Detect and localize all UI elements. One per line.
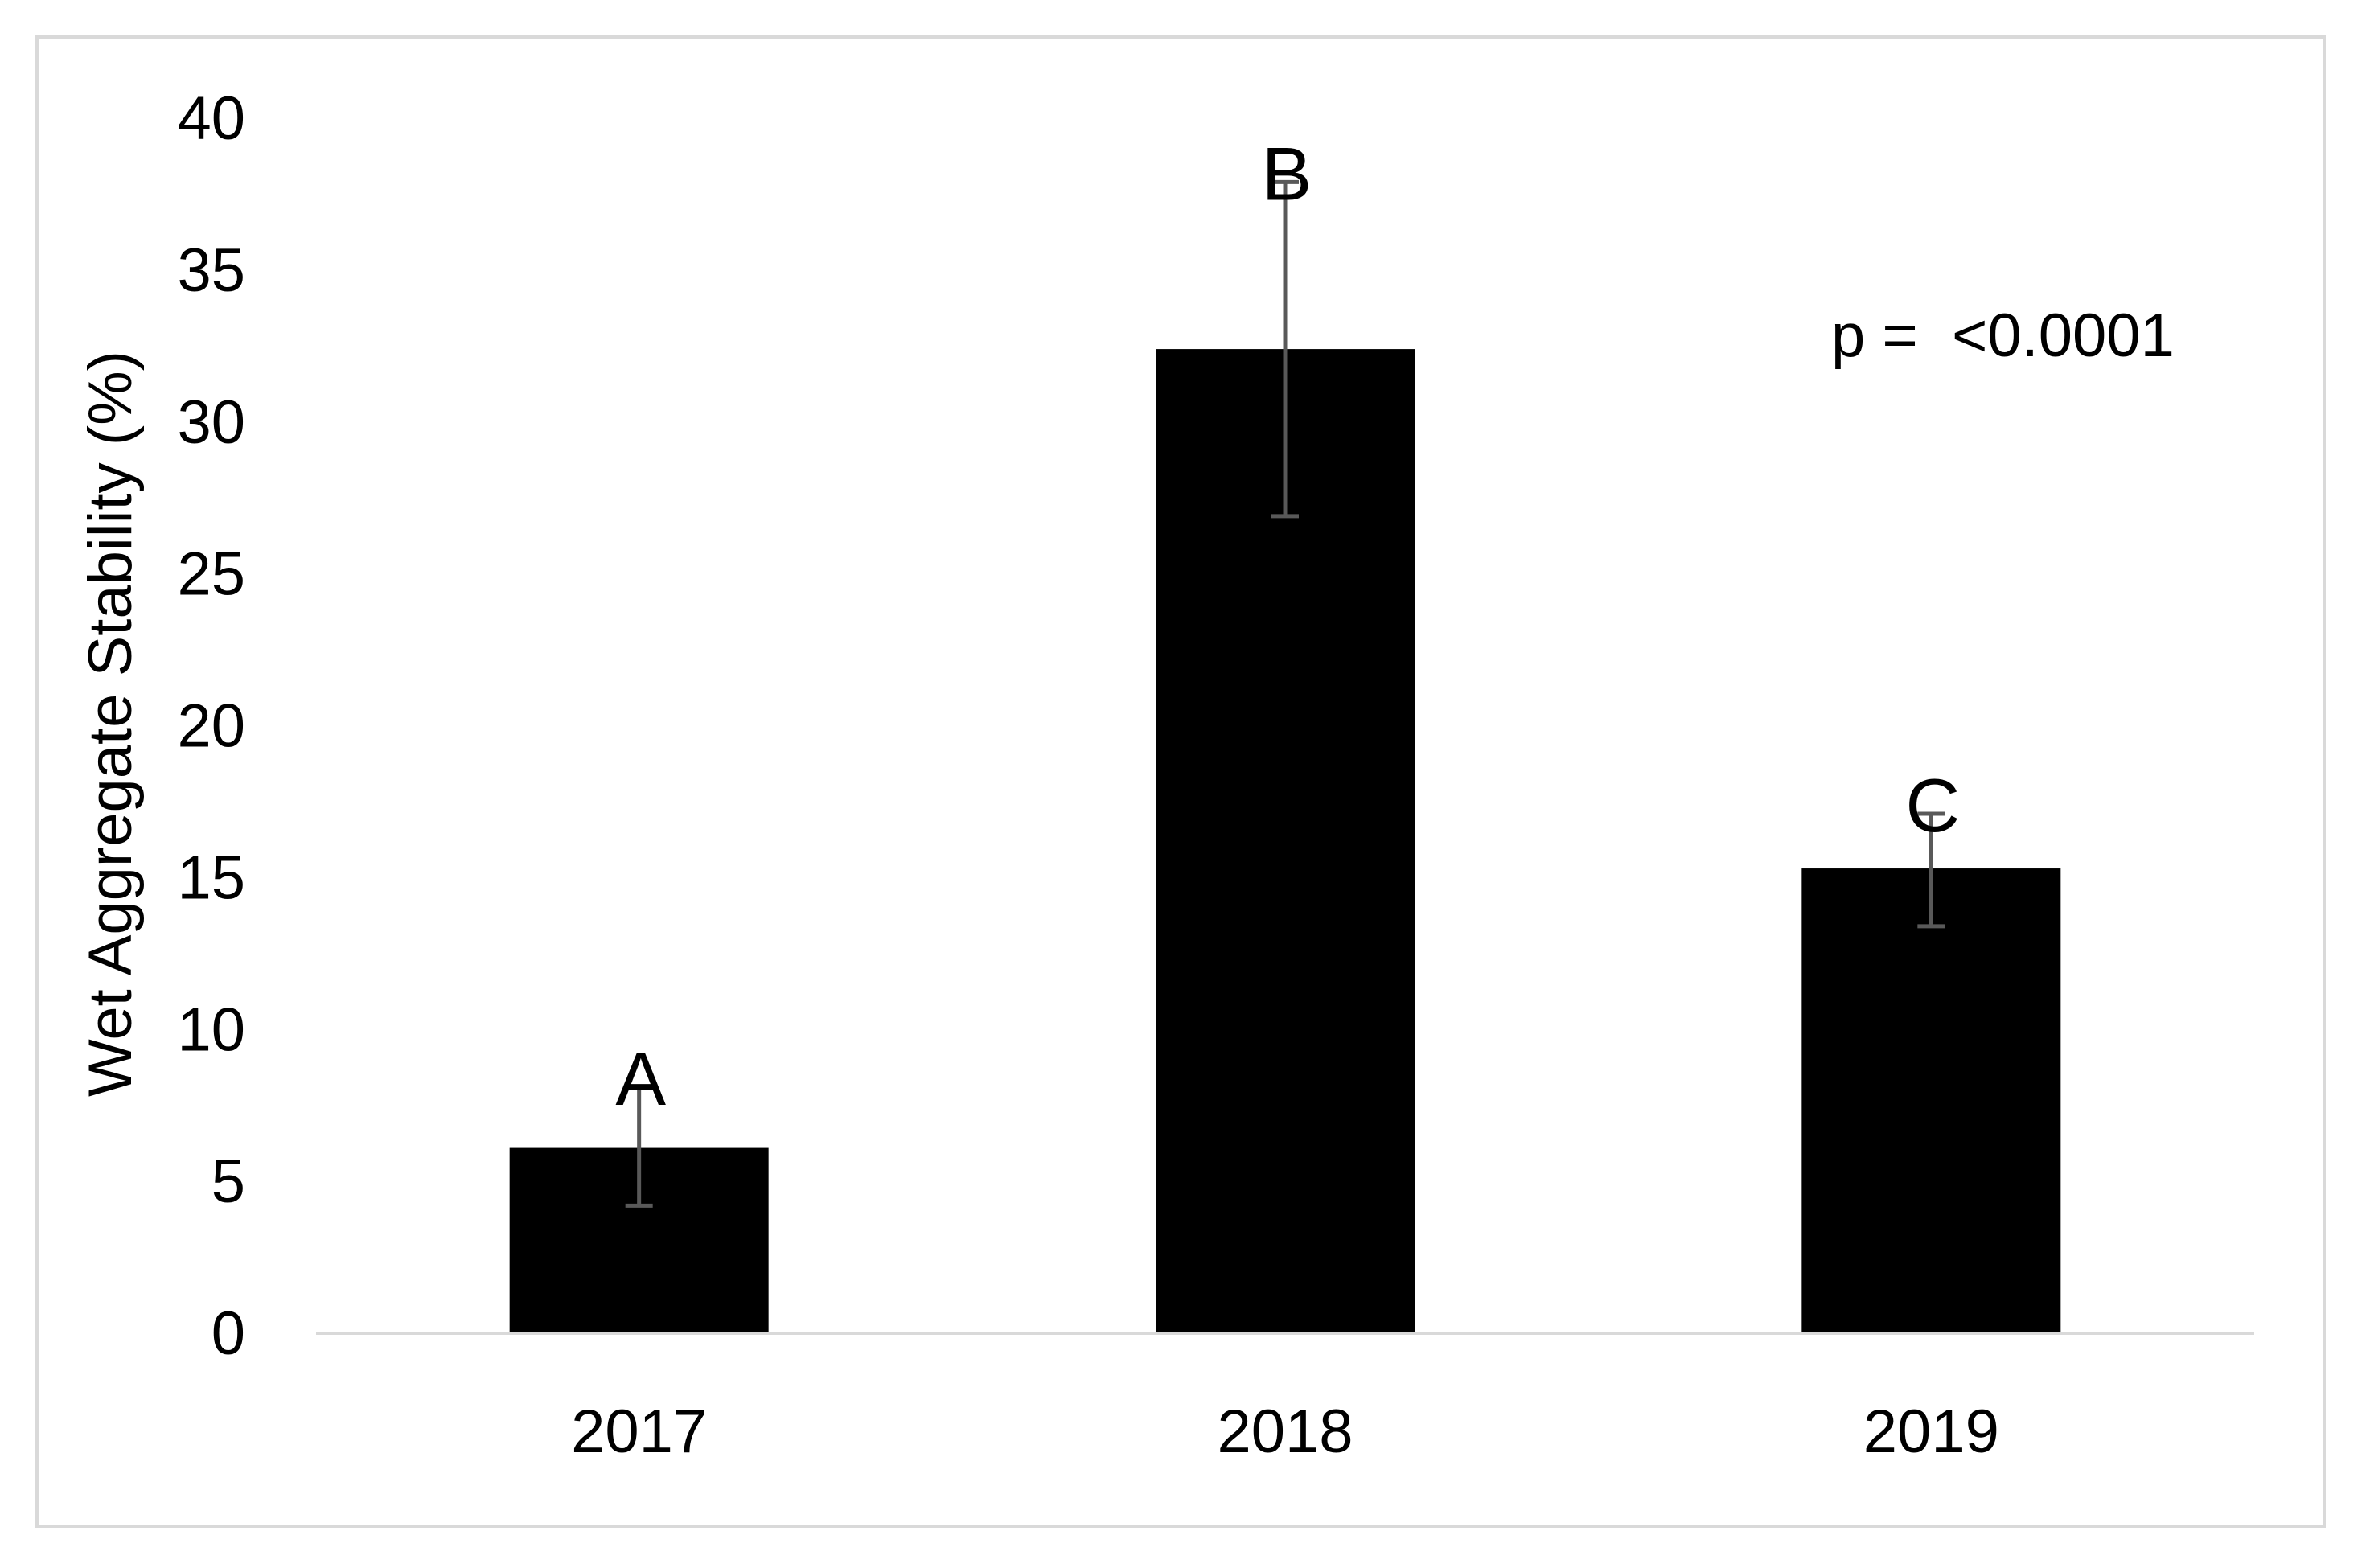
- bar-2019: [1801, 868, 2061, 1333]
- group-letters: A B C: [615, 131, 1960, 1121]
- y-tick-label: 40: [177, 84, 245, 153]
- group-letter-2018: B: [1262, 131, 1312, 215]
- y-tick-label: 35: [177, 236, 245, 305]
- group-letter-2019: C: [1905, 763, 1960, 848]
- group-letter-2017: A: [615, 1036, 666, 1121]
- x-tick-label-2017: 2017: [571, 1398, 707, 1466]
- p-value-annotation: p = <0.0001: [1831, 302, 2175, 370]
- y-tick-label: 5: [212, 1147, 245, 1216]
- y-tick-label: 20: [177, 692, 245, 761]
- y-axis-ticks: 0 5 10 15 20 25 30 35 40: [177, 84, 245, 1368]
- x-tick-label-2018: 2018: [1217, 1398, 1353, 1466]
- x-tick-label-2019: 2019: [1863, 1398, 1999, 1466]
- y-tick-label: 15: [177, 844, 245, 912]
- y-tick-label: 0: [212, 1299, 245, 1368]
- y-tick-label: 25: [177, 540, 245, 609]
- y-tick-label: 30: [177, 388, 245, 457]
- y-axis-title: Wet Aggregate Stability (%): [76, 351, 145, 1097]
- x-axis-labels: 2017 2018 2019: [571, 1398, 1999, 1466]
- error-bars-group: [625, 179, 1945, 1208]
- y-tick-label: 10: [177, 995, 245, 1064]
